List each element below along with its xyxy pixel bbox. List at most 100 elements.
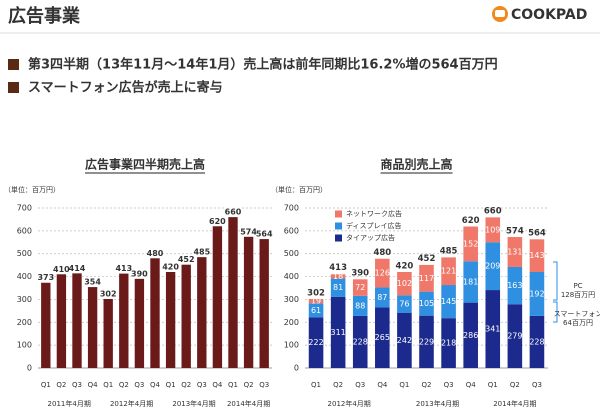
- annotation: PC: [573, 282, 582, 290]
- segment-label: 228: [529, 337, 544, 346]
- segment-label: 145: [441, 297, 456, 306]
- bar-segment: [397, 312, 412, 368]
- value-label-bg: [69, 263, 85, 273]
- legend-swatch: [335, 234, 342, 242]
- bar: [41, 282, 51, 368]
- bar-segment: [507, 237, 523, 267]
- bar-segment: [352, 295, 368, 316]
- bar-segment: [375, 258, 390, 288]
- bar-segment: [352, 315, 368, 368]
- total-label: 620: [462, 216, 480, 226]
- segment-label: 18: [333, 272, 343, 281]
- x-tick-label: Q1: [166, 381, 176, 389]
- logo: COOKPAD: [492, 6, 587, 23]
- segment-label: 229: [419, 337, 434, 346]
- x-tick-label: Q3: [134, 381, 144, 389]
- total-label: 302: [307, 288, 325, 298]
- segment-label: 117: [419, 274, 434, 283]
- bar: [103, 298, 113, 368]
- group-label: 2013年4月期: [172, 399, 215, 408]
- y-tick-label: 400: [17, 272, 32, 281]
- segment-label: 19: [311, 297, 321, 306]
- value-label: 574: [240, 227, 257, 236]
- segment-label: 222: [308, 338, 323, 347]
- annotation: 128百万円: [561, 291, 595, 299]
- value-label-bg: [147, 248, 163, 258]
- bullet: 第3四半期（13年11月〜14年1月）売上高は前年同期比16.2%増の564百万…: [28, 57, 498, 73]
- bar-segment: [441, 318, 456, 368]
- x-tick-label: Q4: [150, 381, 161, 389]
- x-tick-label: Q3: [72, 381, 82, 389]
- bar-segment: [463, 226, 478, 262]
- y-tick-label: 200: [17, 318, 32, 327]
- total-label: 485: [440, 247, 458, 257]
- bar-segment: [330, 274, 346, 279]
- y-tick-label: 300: [284, 295, 299, 304]
- legend-label: ディスプレイ広告: [346, 221, 402, 230]
- group-label: 2013年4月期: [416, 399, 459, 408]
- bullet: スマートフォン広告が売上に寄与: [28, 80, 223, 96]
- bar-segment: [308, 298, 324, 304]
- x-tick-label: Q4: [212, 381, 223, 389]
- bar: [56, 274, 67, 368]
- y-tick-label: 0: [294, 364, 299, 373]
- value-label-bg: [256, 229, 273, 239]
- legend-label: ネットワーク広告: [346, 209, 402, 218]
- bar-segment: [352, 279, 368, 296]
- segment-label: 192: [529, 289, 544, 298]
- value-label: 373: [37, 273, 54, 282]
- group-label: 2012年4月期: [110, 399, 153, 408]
- bar: [134, 278, 145, 368]
- bar: [72, 273, 82, 368]
- bar: [259, 239, 269, 368]
- y-tick-label: 500: [17, 249, 32, 258]
- bar-segment: [529, 239, 545, 272]
- bar-segment: [419, 264, 434, 292]
- x-tick-label: Q2: [119, 381, 129, 389]
- segment-label: 265: [375, 333, 390, 342]
- value-label-bg: [225, 207, 241, 217]
- bar: [181, 264, 191, 368]
- bar-segment: [330, 278, 346, 297]
- bar-segment: [441, 257, 456, 286]
- segment-label: 163: [507, 281, 522, 290]
- chart-title: 商品別売上高: [380, 157, 452, 172]
- x-tick-label: Q1: [103, 381, 113, 389]
- segment-label: 131: [507, 248, 522, 257]
- x-tick-label: Q2: [422, 381, 432, 389]
- y-tick-label: 600: [17, 226, 32, 235]
- x-tick-label: Q2: [181, 381, 191, 389]
- value-label: 620: [209, 217, 226, 226]
- x-tick-label: Q1: [488, 381, 498, 389]
- bar: [119, 273, 129, 368]
- segment-label: 121: [441, 267, 456, 276]
- total-label: 420: [396, 262, 414, 272]
- y-tick-label: 100: [284, 341, 299, 350]
- segment-label: 109: [485, 225, 500, 234]
- bar: [87, 287, 98, 368]
- segment-label: 286: [463, 331, 478, 340]
- total-label: 390: [351, 268, 369, 278]
- unit-label: （単位：百万円）: [271, 185, 327, 194]
- chart-title: 広告事業四半期売上高: [85, 157, 205, 172]
- unit-label: （単位：百万円）: [4, 185, 60, 194]
- bar-segment: [485, 290, 501, 368]
- bar-segment: [529, 315, 545, 368]
- x-tick-label: Q3: [444, 381, 454, 389]
- segment-label: 143: [529, 251, 544, 260]
- segment-label: 76: [399, 300, 409, 309]
- bar-segment: [463, 302, 478, 368]
- annotation: スマートフォン: [554, 310, 600, 318]
- legend-swatch: [335, 222, 342, 230]
- value-label-bg: [162, 262, 179, 271]
- bar-segment: [507, 304, 523, 368]
- segment-label: 218: [441, 339, 456, 348]
- y-tick-label: 200: [284, 318, 299, 327]
- value-label-bg: [178, 254, 195, 264]
- bullet-marker: [8, 82, 19, 93]
- y-tick-label: 700: [17, 204, 32, 213]
- logo-text: COOKPAD: [511, 7, 587, 23]
- x-tick-label: Q4: [88, 381, 99, 389]
- bar-segment: [375, 287, 390, 308]
